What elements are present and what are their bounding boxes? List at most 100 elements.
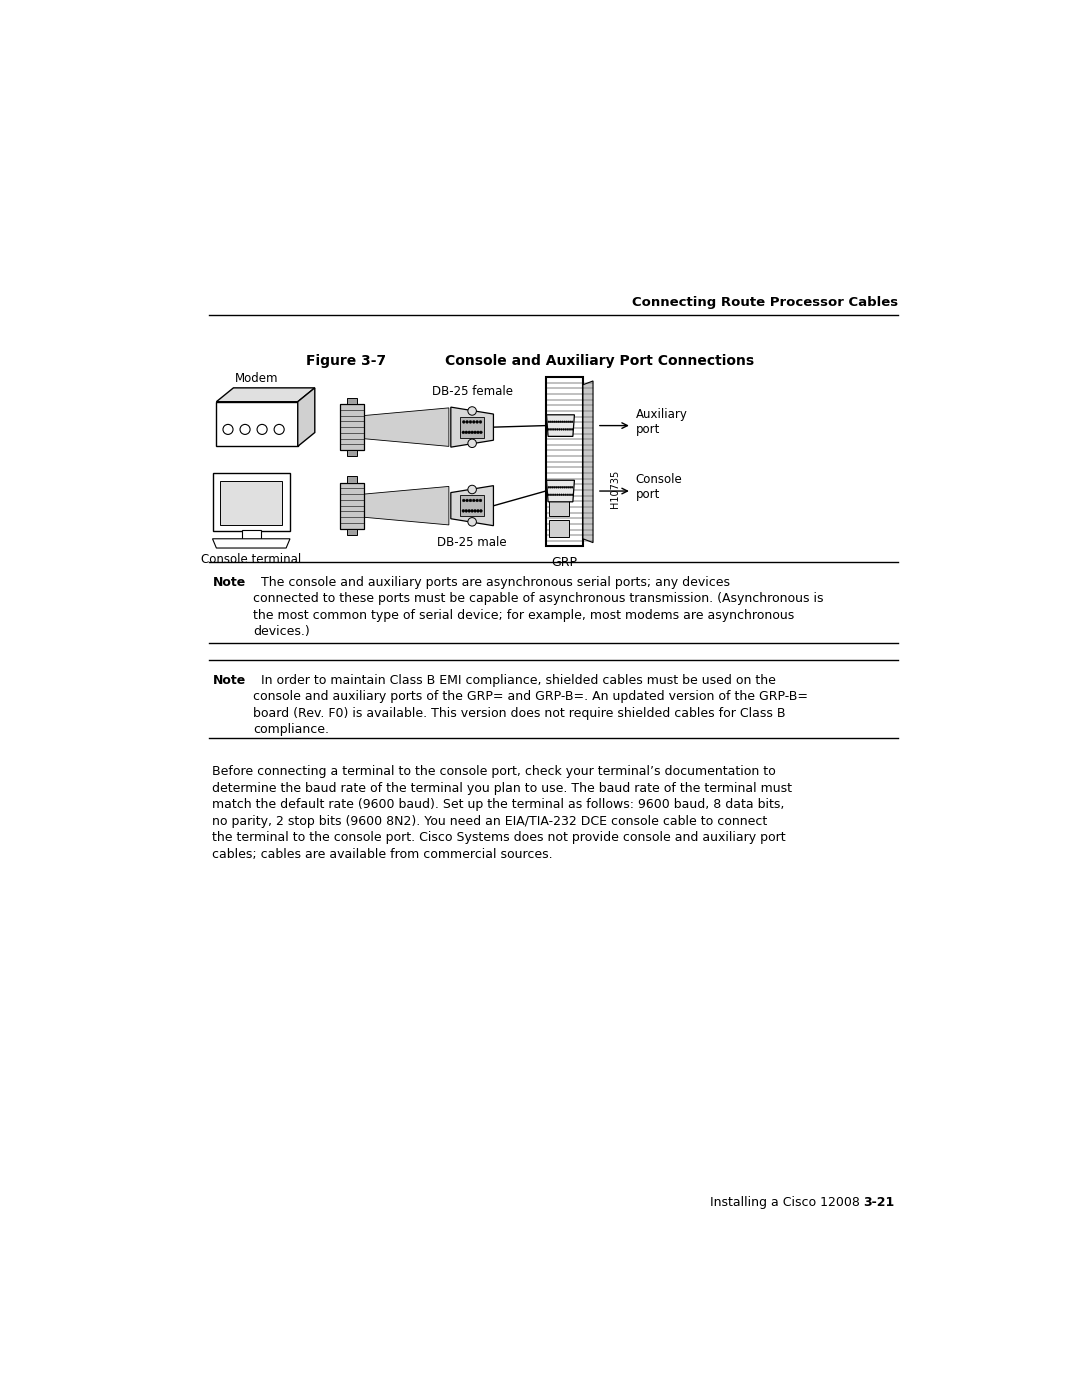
Circle shape (571, 429, 573, 430)
Circle shape (567, 420, 569, 423)
Polygon shape (583, 381, 593, 542)
Circle shape (550, 429, 552, 430)
Circle shape (548, 495, 550, 496)
Bar (348, 398, 356, 404)
Circle shape (567, 486, 569, 488)
Text: Before connecting a terminal to the console port, check your terminal’s document: Before connecting a terminal to the cons… (213, 766, 793, 861)
Circle shape (474, 430, 476, 433)
Circle shape (559, 486, 562, 488)
Circle shape (462, 420, 465, 423)
Circle shape (462, 430, 464, 433)
Circle shape (556, 420, 557, 423)
Bar (348, 450, 356, 457)
Circle shape (563, 495, 565, 496)
Circle shape (556, 429, 558, 430)
Text: DB-25 female: DB-25 female (432, 384, 513, 398)
Bar (220, 481, 282, 525)
Circle shape (571, 420, 573, 423)
Circle shape (567, 429, 569, 430)
Circle shape (565, 495, 567, 496)
Circle shape (222, 425, 233, 434)
Circle shape (480, 420, 482, 423)
Circle shape (548, 420, 550, 423)
Circle shape (554, 495, 556, 496)
Circle shape (474, 510, 476, 513)
Circle shape (552, 429, 554, 430)
Circle shape (471, 510, 473, 513)
Circle shape (554, 420, 555, 423)
Circle shape (464, 430, 468, 433)
Circle shape (476, 510, 480, 513)
Circle shape (561, 429, 563, 430)
Circle shape (559, 420, 562, 423)
Circle shape (468, 430, 471, 433)
Circle shape (468, 510, 471, 513)
Text: 3-21: 3-21 (863, 1196, 894, 1208)
Text: DB-25 male: DB-25 male (437, 536, 507, 549)
Circle shape (465, 499, 469, 502)
Circle shape (556, 486, 557, 488)
Polygon shape (364, 486, 449, 525)
Circle shape (569, 495, 571, 496)
Circle shape (462, 510, 464, 513)
Polygon shape (298, 388, 314, 447)
Text: Figure 3-7: Figure 3-7 (306, 353, 386, 367)
Circle shape (554, 429, 556, 430)
Circle shape (569, 486, 571, 488)
Circle shape (550, 495, 552, 496)
Circle shape (558, 429, 561, 430)
Circle shape (550, 486, 552, 488)
Bar (348, 529, 356, 535)
Text: H10735: H10735 (610, 469, 620, 509)
Circle shape (567, 495, 569, 496)
Circle shape (552, 486, 554, 488)
Circle shape (558, 495, 561, 496)
Polygon shape (364, 408, 449, 447)
Text: In order to maintain Class B EMI compliance, shielded cables must be used on the: In order to maintain Class B EMI complia… (253, 673, 808, 736)
Polygon shape (546, 481, 575, 502)
Text: Console
port: Console port (636, 474, 683, 502)
Polygon shape (450, 407, 494, 447)
Circle shape (550, 420, 552, 423)
Text: GRP: GRP (552, 556, 578, 569)
Circle shape (468, 439, 476, 447)
Circle shape (465, 420, 469, 423)
Text: The console and auxiliary ports are asynchronous serial ports; any devices
conne: The console and auxiliary ports are asyn… (253, 576, 823, 638)
Circle shape (472, 420, 475, 423)
Circle shape (480, 430, 483, 433)
Circle shape (562, 420, 564, 423)
Text: Note: Note (213, 576, 246, 588)
Bar (340, 404, 364, 450)
Bar (213, 474, 291, 531)
Bar (545, 377, 583, 546)
Circle shape (472, 499, 475, 502)
Circle shape (569, 420, 571, 423)
Circle shape (462, 499, 465, 502)
Circle shape (552, 420, 554, 423)
Text: Modem: Modem (235, 372, 279, 384)
Circle shape (561, 495, 563, 496)
Circle shape (569, 429, 571, 430)
Circle shape (468, 407, 476, 415)
Circle shape (274, 425, 284, 434)
Text: Console terminal: Console terminal (201, 553, 301, 566)
Circle shape (565, 420, 567, 423)
Circle shape (240, 425, 251, 434)
Circle shape (562, 486, 564, 488)
Circle shape (476, 430, 480, 433)
Bar (549, 520, 569, 538)
Circle shape (464, 510, 468, 513)
Circle shape (564, 420, 565, 423)
Circle shape (476, 420, 478, 423)
Polygon shape (450, 486, 494, 525)
Circle shape (548, 486, 550, 488)
Circle shape (468, 518, 476, 527)
Text: Console and Auxiliary Port Connections: Console and Auxiliary Port Connections (445, 353, 754, 367)
Circle shape (480, 510, 483, 513)
Text: Connecting Route Processor Cables: Connecting Route Processor Cables (632, 296, 899, 309)
Circle shape (554, 486, 555, 488)
Bar (460, 416, 484, 437)
Bar (460, 496, 484, 515)
Circle shape (563, 429, 565, 430)
Circle shape (564, 486, 565, 488)
